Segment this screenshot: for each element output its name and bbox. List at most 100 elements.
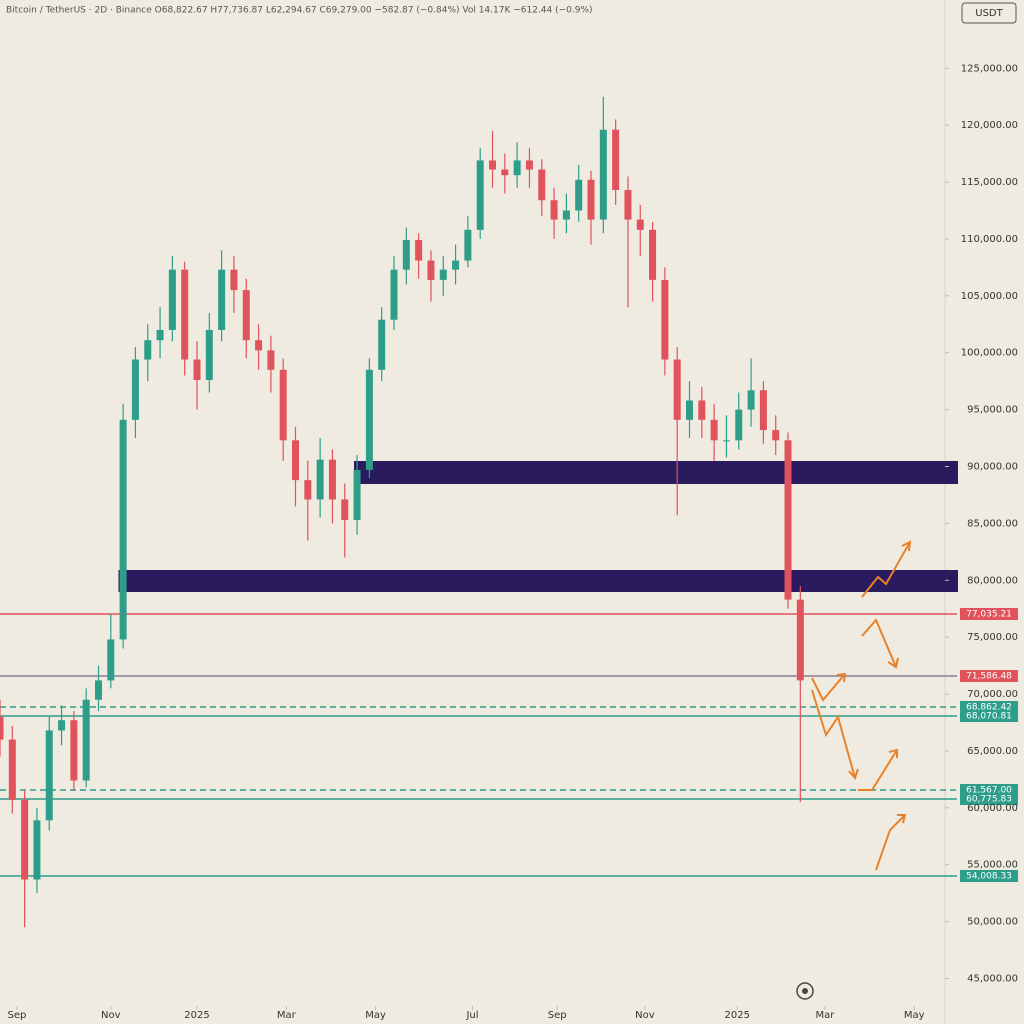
arrow-head	[897, 814, 907, 824]
arrow	[811, 689, 856, 779]
x-tick-label: May	[365, 1010, 386, 1021]
y-tick-label: 100,000.00	[961, 348, 1018, 359]
candle-body	[131, 359, 139, 420]
candle-body	[415, 240, 423, 261]
x-tick-label: Nov	[101, 1010, 121, 1021]
arrow-head	[887, 657, 899, 669]
candle-body	[796, 599, 804, 681]
x-tick-label: 2025	[184, 1010, 209, 1021]
y-tick-label: 115,000.00	[961, 177, 1018, 188]
candle-body	[649, 229, 657, 280]
candle-body	[772, 430, 780, 441]
chart-header: Bitcoin / TetherUS · 2D · Binance O68,82…	[6, 6, 593, 16]
candle-body	[489, 160, 497, 170]
level-label-box	[960, 669, 1018, 682]
x-tick-label: 2025	[724, 1010, 749, 1021]
arrow	[861, 618, 897, 668]
candle-body	[218, 269, 226, 330]
candle-body	[33, 820, 41, 880]
y-tick-label: 50,000.00	[967, 917, 1018, 928]
candle-body	[747, 390, 755, 410]
y-tick-label: 55,000.00	[967, 860, 1018, 871]
candle-body	[107, 639, 115, 681]
candle-body	[58, 720, 66, 731]
x-tick-label: Jul	[465, 1010, 478, 1021]
candle-body	[279, 369, 287, 441]
candle-body	[181, 269, 189, 360]
arrow	[875, 814, 906, 871]
x-tick-label: Sep	[8, 1010, 27, 1021]
level-label-box	[960, 709, 1018, 722]
candle-body	[390, 269, 398, 320]
candle-body	[144, 340, 152, 360]
candle-body	[587, 179, 595, 220]
candle-body	[156, 329, 164, 341]
candle-body	[698, 400, 706, 420]
candle-body	[328, 459, 336, 500]
x-tick-label: May	[904, 1010, 925, 1021]
candle-body	[464, 229, 472, 261]
candle-body	[365, 369, 373, 470]
arrow-head	[836, 672, 847, 683]
arrow-head	[901, 540, 912, 552]
x-tick-label: Sep	[548, 1010, 567, 1021]
y-tick-label: 95,000.00	[967, 405, 1018, 416]
zone	[353, 460, 958, 484]
arrow-head	[888, 748, 898, 758]
candle-body	[193, 359, 201, 381]
y-tick-label: 70,000.00	[967, 689, 1018, 700]
candle-body	[255, 340, 263, 351]
y-tick-label: 105,000.00	[961, 291, 1018, 302]
arrow	[811, 673, 846, 702]
candle-body	[624, 190, 632, 220]
level-label-box	[960, 792, 1018, 805]
candle-body	[242, 290, 250, 341]
candle-body	[710, 419, 718, 441]
x-tick-label: Mar	[277, 1010, 297, 1021]
y-tick-label: 125,000.00	[961, 63, 1018, 74]
y-tick-label: 65,000.00	[967, 746, 1018, 757]
level-label: 68,862.42	[966, 702, 1012, 712]
candle-body	[292, 440, 300, 481]
candle-body	[70, 720, 78, 781]
currency[interactable]: USDT	[975, 8, 1003, 19]
candle-body	[538, 169, 546, 201]
candle-body	[784, 440, 792, 600]
y-tick-label: 110,000.00	[961, 234, 1018, 245]
candle-body	[82, 699, 90, 781]
level-label-box	[960, 607, 1018, 620]
currency-box[interactable]	[961, 2, 1017, 24]
goto-icon[interactable]	[796, 982, 814, 1000]
candle-body	[612, 129, 620, 191]
candle-body	[686, 400, 694, 420]
candle-body	[45, 730, 53, 821]
candle-body	[316, 459, 324, 500]
candle-body	[119, 419, 127, 640]
x-tick-label: Nov	[635, 1010, 655, 1021]
candle-body	[759, 390, 767, 431]
y-tick-label: 60,000.00	[967, 803, 1018, 814]
candle-body	[575, 179, 583, 211]
price-axis: 45,000.00 50,000.00 55,000.00 60,000.00 65,0…	[945, 63, 1018, 984]
zones	[118, 460, 959, 593]
candle-body	[378, 319, 386, 370]
arrow	[858, 749, 898, 791]
level-label: 77,035.21	[966, 609, 1012, 619]
candle-body	[205, 329, 213, 381]
y-tick-label: 75,000.00	[967, 632, 1018, 643]
candle-body	[341, 499, 349, 520]
y-tick-label: 80,000.00	[967, 575, 1018, 586]
candle-body	[673, 359, 681, 420]
level-label: 60,775.83	[966, 794, 1012, 804]
candle-body	[427, 260, 435, 280]
level-label: 61,567.00	[966, 785, 1012, 795]
candle-body	[513, 160, 521, 176]
candle-body	[402, 240, 410, 270]
candle-body	[476, 160, 484, 230]
candle-body	[21, 799, 29, 880]
candle-body	[722, 440, 730, 442]
candle-body	[168, 269, 176, 330]
level-label-box	[960, 783, 1018, 796]
candle-body	[525, 160, 533, 170]
